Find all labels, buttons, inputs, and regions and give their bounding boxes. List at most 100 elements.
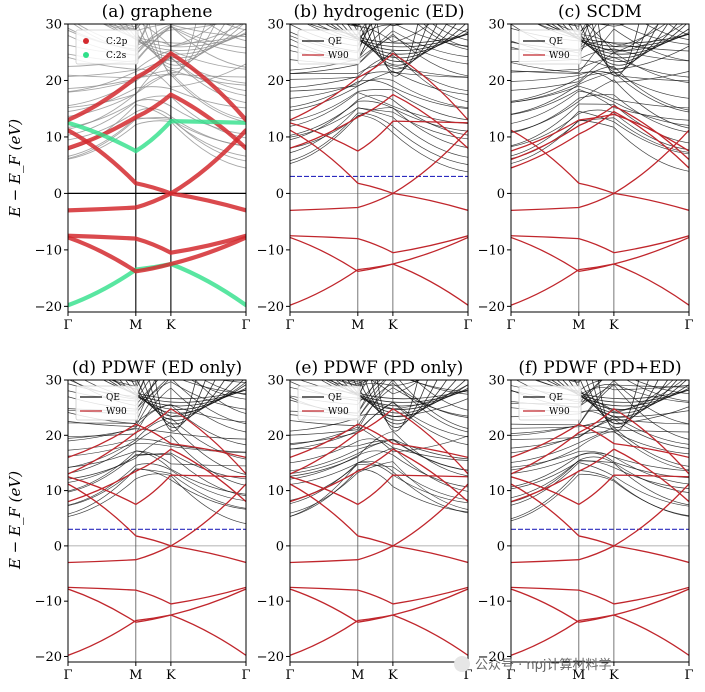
- legend-label: QE: [106, 393, 120, 403]
- qe-band: [290, 107, 468, 149]
- plot-area: [290, 380, 468, 662]
- legend: C:2p C:2s: [75, 29, 139, 65]
- band--3: [290, 52, 468, 121]
- x-tick-label: Γ: [241, 318, 250, 333]
- y-tick-label: −10: [478, 595, 505, 610]
- legend-label: W90: [549, 407, 570, 417]
- band--2: [68, 588, 246, 623]
- qe-band: [511, 470, 689, 520]
- qe-band: [290, 114, 468, 173]
- y-tick-label: 20: [45, 429, 62, 444]
- qe-band-cone: [353, 380, 457, 417]
- qe-band: [511, 71, 689, 102]
- legend-marker: [83, 52, 89, 58]
- band--low: [511, 614, 689, 657]
- qe-band: [537, 24, 587, 36]
- y-tick-label: −10: [257, 243, 284, 258]
- qe-band: [290, 450, 468, 488]
- y-tick-label: 0: [497, 539, 505, 554]
- qe-band: [290, 469, 468, 517]
- qe-band: [290, 55, 468, 92]
- qe-band: [101, 24, 175, 32]
- legend-marker: [83, 38, 89, 44]
- x-tick-label: K: [166, 668, 176, 683]
- y-tick-label: 10: [45, 130, 62, 145]
- qe-band: [290, 79, 468, 109]
- qe-band: [511, 473, 689, 522]
- y-tick-label: −20: [35, 650, 62, 665]
- y-tick-label: 20: [488, 74, 505, 89]
- panel-title: (d) PDWF (ED only): [72, 358, 242, 378]
- qe-band: [511, 94, 689, 134]
- qe-band: [511, 460, 689, 499]
- qe-band-fan: [511, 256, 689, 522]
- qe-band: [290, 380, 468, 432]
- band--1: [511, 448, 689, 503]
- band--2: [290, 474, 468, 506]
- qe-band: [68, 468, 246, 509]
- qe-band: [68, 463, 246, 506]
- y-axis-label-top: E − E_F (eV): [6, 119, 24, 218]
- x-tick-label: K: [609, 668, 619, 683]
- band--: [511, 129, 689, 195]
- legend-label: W90: [106, 407, 127, 417]
- y-tick-label: 10: [488, 130, 505, 145]
- qe-band: [68, 0, 246, 1]
- x-tick-label: K: [388, 318, 398, 333]
- plot-area: [68, 380, 246, 662]
- band--3: [68, 407, 246, 475]
- qe-band: [511, 70, 689, 83]
- band--2: [511, 105, 689, 161]
- y-tick-label: 30: [45, 18, 62, 33]
- qe-band-cone: [579, 380, 669, 421]
- qe-band: [511, 256, 689, 355]
- qe-band: [68, 117, 246, 162]
- qe-band: [68, 450, 246, 468]
- band--3: [68, 233, 246, 255]
- qe-band-cone: [353, 24, 457, 62]
- y-tick-label: 30: [488, 18, 505, 33]
- band--3: [511, 407, 689, 475]
- band--3: [290, 586, 468, 605]
- y-axis-label-bottom: E − E_F (eV): [6, 471, 24, 570]
- band--3: [68, 586, 246, 605]
- legend-label: W90: [328, 407, 349, 417]
- watermark: 公众号 · npj计算材料学: [454, 656, 612, 673]
- qe-band: [511, 288, 689, 369]
- qe-band: [290, 70, 468, 95]
- y-tick-label: −20: [35, 300, 62, 315]
- band--: [68, 128, 246, 196]
- legend: QE W90: [75, 385, 139, 421]
- qe-band-cone: [131, 380, 235, 417]
- band--2: [511, 588, 689, 623]
- qe-band: [511, 430, 689, 471]
- x-tick-label: M: [572, 668, 585, 683]
- axes-frame: [67, 23, 247, 313]
- qe-band: [511, 462, 689, 507]
- qe-band-cone: [148, 24, 206, 73]
- band--: [511, 483, 689, 547]
- panel-title: (b) hydrogenic (ED): [294, 2, 465, 22]
- y-tick-label: −20: [478, 300, 505, 315]
- legend: QE W90: [297, 29, 361, 65]
- qe-band: [316, 24, 407, 40]
- qe-band: [290, 463, 468, 501]
- band--low: [511, 263, 689, 306]
- panel-3: −20 −10 0 10 20 30 Γ M K Γ (c) SCDM QE W90: [478, 2, 694, 333]
- x-tick-label: Γ: [463, 668, 472, 683]
- band--occ: [511, 545, 689, 564]
- qe-band: [511, 57, 689, 78]
- y-tick-label: −10: [257, 595, 284, 610]
- band--occ: [290, 192, 468, 212]
- x-tick-label: Γ: [463, 318, 472, 333]
- y-tick-label: 10: [45, 484, 62, 499]
- axes-frame: [289, 23, 469, 313]
- y-tick-label: 10: [267, 130, 284, 145]
- qe-band: [68, 49, 246, 77]
- x-tick-label: Γ: [506, 318, 515, 333]
- qe-band: [511, 299, 689, 353]
- qe-band: [68, 56, 246, 88]
- qe-band-fan: [68, 0, 246, 169]
- qe-band: [68, 107, 246, 147]
- y-tick-label: 0: [54, 187, 62, 202]
